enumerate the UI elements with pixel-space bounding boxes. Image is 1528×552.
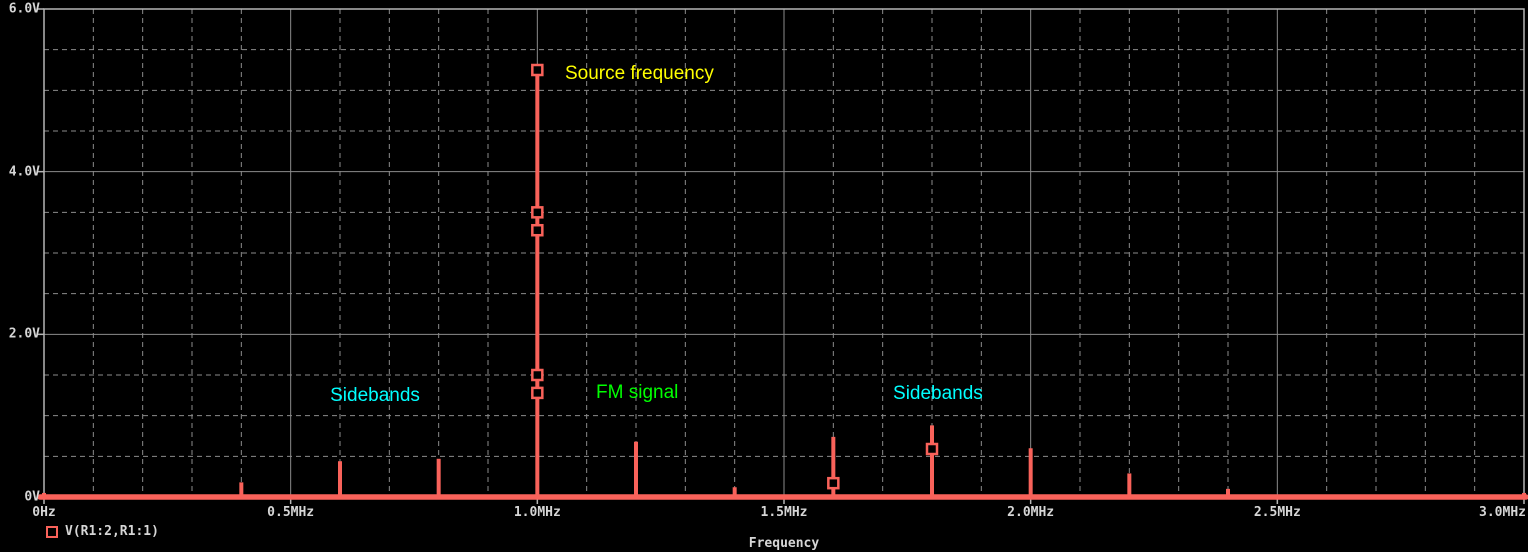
data-point-marker: [531, 223, 544, 237]
y-tick-label: 6.0V: [8, 1, 40, 17]
x-tick-label: 1.5MHz: [760, 505, 808, 520]
trace-legend-label: V(R1:2,R1:1): [65, 524, 159, 539]
x-tick-label: 2.5MHz: [1253, 505, 1301, 520]
annotation-label[interactable]: Source frequency: [564, 63, 714, 85]
y-tick-label: 4.0V: [8, 164, 40, 180]
data-point-marker: [531, 368, 544, 382]
trace-square-marker-icon: [46, 525, 58, 538]
annotation-label[interactable]: FM signal: [596, 381, 679, 403]
x-tick-label: 2.0MHz: [1007, 505, 1055, 520]
annotation-label[interactable]: Sidebands: [330, 385, 420, 407]
data-point-marker: [531, 63, 544, 77]
data-point-marker: [925, 442, 939, 456]
y-tick-label: 0V: [24, 489, 40, 505]
x-tick-label: 0Hz: [32, 505, 56, 520]
x-axis-title: Frequency: [748, 536, 820, 551]
data-point-marker: [827, 476, 840, 490]
data-point-marker: [531, 386, 544, 400]
annotation-label[interactable]: Sidebands: [893, 382, 983, 404]
x-tick-label: 3.0MHz: [1479, 505, 1526, 520]
x-tick-label: 1.0MHz: [513, 505, 561, 520]
data-point-marker: [531, 206, 544, 219]
x-tick-label: 0.5MHz: [267, 505, 315, 520]
trace-legend-item[interactable]: V(R1:2,R1:1): [46, 524, 159, 539]
y-tick-label: 2.0V: [8, 326, 40, 342]
